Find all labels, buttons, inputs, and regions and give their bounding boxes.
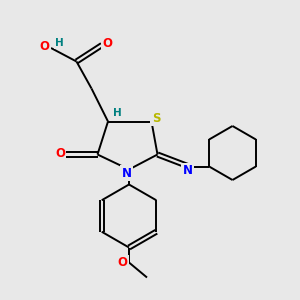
Text: O: O xyxy=(117,256,128,269)
Text: O: O xyxy=(39,40,50,53)
Text: H: H xyxy=(55,38,64,48)
Text: O: O xyxy=(102,37,112,50)
Text: N: N xyxy=(182,164,193,178)
Text: O: O xyxy=(55,146,65,160)
Text: N: N xyxy=(122,167,132,180)
Text: H: H xyxy=(112,108,122,118)
Text: S: S xyxy=(152,112,160,125)
